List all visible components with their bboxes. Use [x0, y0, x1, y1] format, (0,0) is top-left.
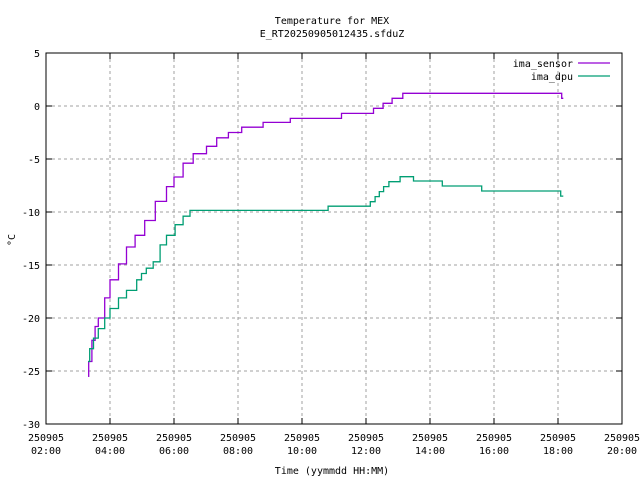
- x-tick-label-time: 02:00: [31, 446, 61, 457]
- x-tick-label-date: 250905: [92, 433, 128, 444]
- x-tick-label-date: 250905: [348, 433, 384, 444]
- series-group: [88, 92, 564, 377]
- x-tick-label-time: 04:00: [95, 446, 125, 457]
- series-line-ima-sensor: [88, 92, 564, 377]
- x-axis-label: Time (yymmdd HH:MM): [275, 466, 389, 477]
- y-tick-label: 5: [34, 49, 40, 60]
- y-tick-label: -15: [22, 261, 40, 272]
- y-tick-label: 0: [34, 102, 40, 113]
- axis-ticks: 5 0 -5 -10 -15 -20 -25 -30 250905 02:00 250905 04:0…: [22, 49, 640, 457]
- grid: [46, 53, 622, 424]
- plot-frame: [45, 52, 623, 425]
- x-tick-label-date: 250905: [604, 433, 640, 444]
- x-tick-label-time: 18:00: [543, 446, 573, 457]
- x-tick-label-time: 20:00: [607, 446, 637, 457]
- y-tick-label: -20: [22, 314, 40, 325]
- x-tick-label-date: 250905: [412, 433, 448, 444]
- legend-label: ima_dpu: [531, 72, 573, 83]
- x-tick-label-date: 250905: [28, 433, 64, 444]
- x-tick-label-date: 250905: [156, 433, 192, 444]
- x-tick-label-date: 250905: [540, 433, 576, 444]
- x-tick-label-time: 06:00: [159, 446, 189, 457]
- y-tick-label: -30: [22, 420, 40, 431]
- x-tick-label-time: 10:00: [287, 446, 317, 457]
- x-tick-label-time: 12:00: [351, 446, 381, 457]
- x-tick-label-date: 250905: [476, 433, 512, 444]
- legend-label: ima_sensor: [513, 59, 573, 70]
- y-tick-label: -10: [22, 208, 40, 219]
- y-tick-label: -5: [28, 155, 40, 166]
- x-tick-label-time: 08:00: [223, 446, 253, 457]
- series-line-ima-dpu: [88, 176, 564, 363]
- x-tick-label-date: 250905: [220, 433, 256, 444]
- legend: ima_sensor ima_dpu: [513, 59, 610, 83]
- y-axis-label: °C: [7, 234, 18, 246]
- y-tick-label: -25: [22, 367, 40, 378]
- chart-subtitle: E_RT20250905012435.sfduZ: [260, 29, 405, 40]
- x-tick-label-time: 16:00: [479, 446, 509, 457]
- chart-title: Temperature for MEX: [275, 16, 389, 27]
- x-tick-label-date: 250905: [284, 433, 320, 444]
- x-tick-label-time: 14:00: [415, 446, 445, 457]
